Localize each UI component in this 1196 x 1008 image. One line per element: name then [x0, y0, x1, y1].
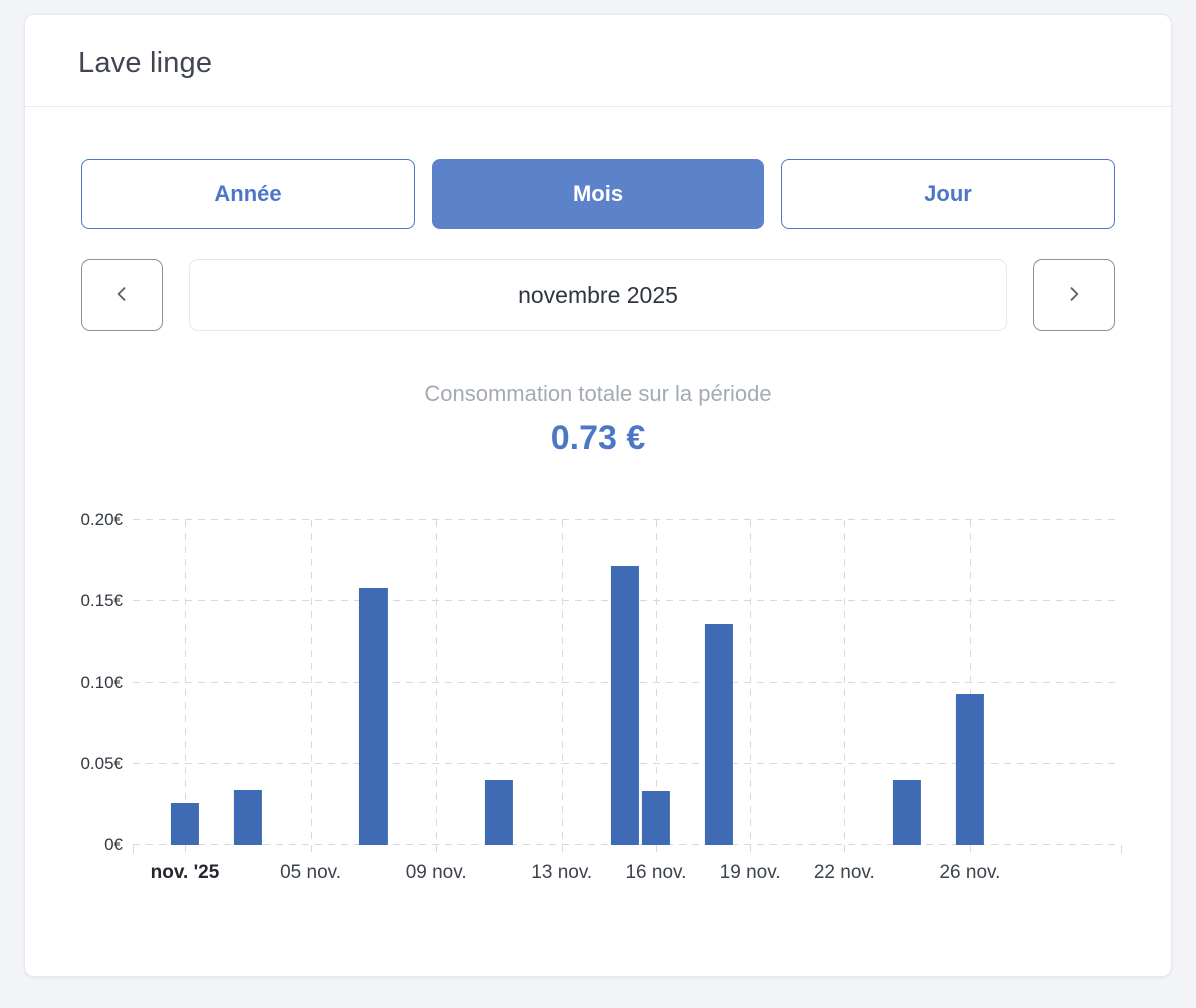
axis-edge-tick	[133, 845, 134, 854]
chevron-left-icon	[112, 284, 132, 307]
x-gridline	[750, 520, 752, 854]
axis-edge-tick	[1121, 845, 1122, 854]
y-axis-tick-label: 0.20€	[80, 510, 123, 529]
y-axis-tick-label: 0.05€	[80, 753, 123, 773]
bar-day-16	[641, 791, 671, 845]
x-gridline	[184, 520, 186, 854]
tab-mois[interactable]: Mois	[432, 159, 764, 229]
bar-day-7	[359, 588, 388, 845]
period-tabs: Année Mois Jour	[81, 159, 1115, 229]
device-consumption-card: Lave linge Année Mois Jour novembre 2025 C…	[24, 14, 1172, 977]
card-header: Lave linge	[25, 15, 1171, 107]
current-period-label: novembre 2025	[518, 281, 678, 308]
y-axis-tick-label: 0.10€	[80, 672, 123, 692]
x-gridline	[310, 520, 312, 854]
period-nav: novembre 2025	[81, 259, 1115, 331]
x-gridline	[436, 520, 438, 854]
x-gridline	[655, 520, 657, 854]
x-gridline	[844, 520, 846, 854]
total-consumption-label: Consommation totale sur la période	[424, 381, 772, 406]
chevron-right-icon	[1064, 284, 1084, 307]
consumption-bar-chart: 0€ 0.05€ 0.10€ 0.15€ 0.20€ nov. '25 05 nov. 09 …	[80, 510, 1122, 883]
x-axis-tick-label: 16 nov.	[625, 862, 687, 883]
x-axis-tick-label: 13 nov.	[531, 862, 593, 883]
bar-day-18	[704, 624, 733, 845]
prev-period-button[interactable]	[81, 259, 163, 331]
x-axis-tick-label: 26 nov.	[939, 862, 1001, 883]
total-consumption: Consommation totale sur la période 0.73 …	[81, 381, 1115, 458]
bar-day-3	[233, 789, 262, 845]
card-body: Année Mois Jour novembre 2025 Consommation…	[25, 107, 1171, 883]
chart-plot-area: 0€ 0.05€ 0.10€ 0.15€ 0.20€ nov. '25 05 nov. 09 …	[80, 510, 1122, 883]
tab-annee[interactable]: Année	[81, 159, 415, 229]
x-axis-tick-label: 19 nov.	[719, 862, 781, 883]
card-title: Lave linge	[78, 47, 213, 79]
current-period-selector[interactable]: novembre 2025	[189, 259, 1007, 331]
y-axis-tick-label: 0.15€	[80, 591, 123, 611]
x-axis-tick-label: 05 nov.	[280, 862, 342, 883]
bar-day-1	[170, 802, 200, 845]
bar-day-26	[955, 693, 984, 845]
y-axis-tick-label: 0€	[104, 835, 123, 854]
next-period-button[interactable]	[1033, 259, 1115, 331]
x-axis-tick-label: 22 nov.	[813, 862, 875, 883]
x-gridline	[969, 520, 971, 854]
total-consumption-value: 0.73 €	[550, 419, 646, 457]
x-gridline	[561, 520, 563, 854]
bar-day-11	[484, 780, 514, 845]
bar-day-15	[610, 565, 639, 845]
bar-day-24	[893, 780, 922, 845]
x-axis-tick-label: nov. '25	[150, 862, 220, 883]
x-axis-tick-label: 09 nov.	[405, 862, 467, 883]
y-gridline	[133, 519, 1121, 520]
tab-jour[interactable]: Jour	[781, 159, 1115, 229]
